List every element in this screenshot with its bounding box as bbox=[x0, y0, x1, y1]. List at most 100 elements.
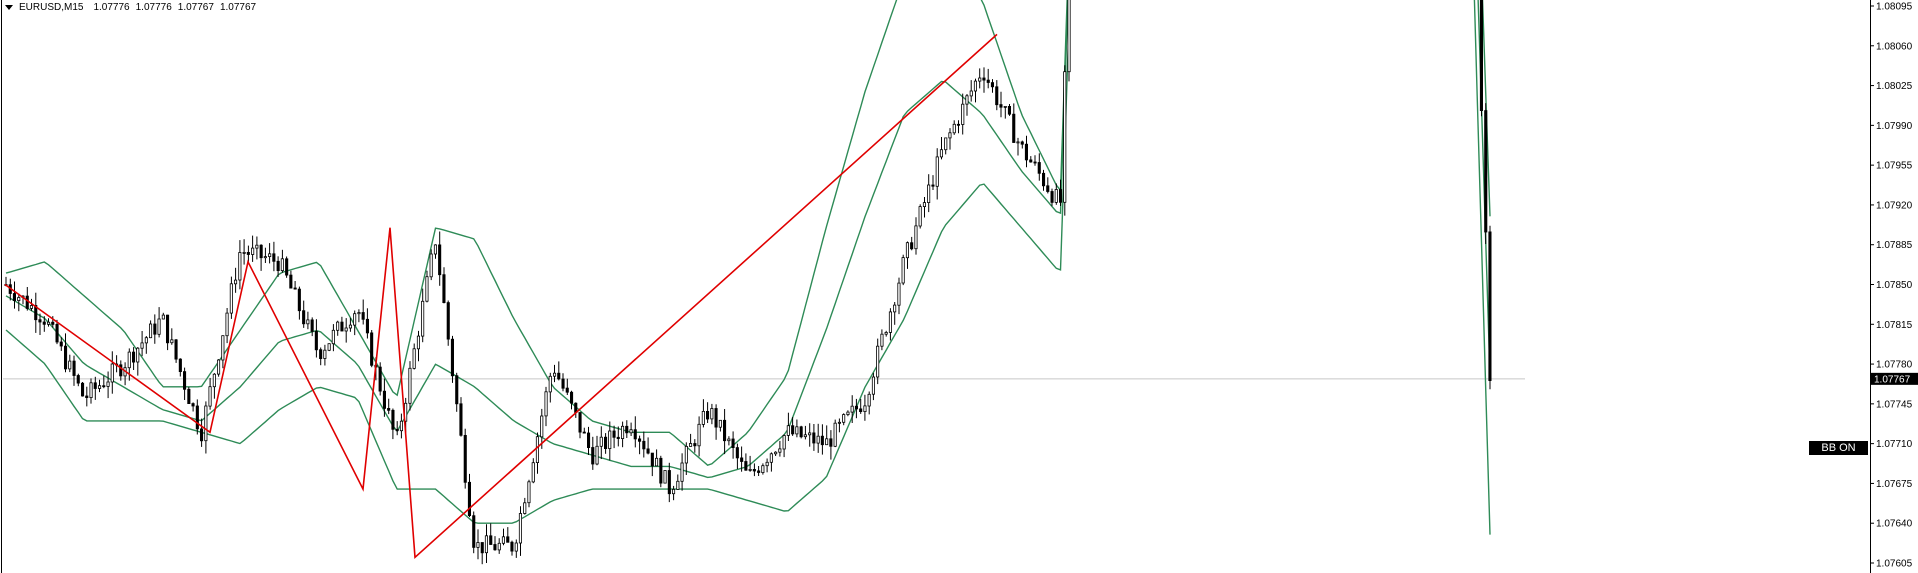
candle-body-bull bbox=[965, 95, 969, 105]
candle-body-bull bbox=[110, 363, 114, 383]
candle bbox=[268, 243, 272, 264]
candle bbox=[718, 419, 722, 432]
y-tick-label: 1.07885 bbox=[1876, 240, 1913, 251]
candle-body-bull bbox=[680, 462, 684, 482]
bb-middle-band bbox=[5, 0, 1491, 479]
candle bbox=[229, 276, 233, 319]
candle-body-bull bbox=[157, 318, 161, 335]
candle-body-bear bbox=[25, 295, 29, 309]
candle-body-bear bbox=[1024, 143, 1029, 161]
candle bbox=[182, 367, 187, 400]
candle bbox=[310, 317, 314, 337]
candle bbox=[1042, 169, 1046, 191]
candle bbox=[365, 308, 369, 339]
candle bbox=[140, 331, 144, 357]
candle-body-bear bbox=[570, 391, 574, 404]
candle bbox=[357, 309, 361, 323]
candle bbox=[531, 458, 535, 484]
candle bbox=[803, 425, 807, 440]
candle bbox=[459, 397, 463, 437]
candle-body-bull bbox=[599, 436, 603, 447]
candle-body-bull bbox=[89, 382, 93, 398]
candle-body-bear bbox=[182, 371, 187, 390]
candle bbox=[476, 529, 480, 560]
candle-body-bear bbox=[191, 403, 195, 407]
bb-toggle-button[interactable]: BB ON bbox=[1809, 441, 1868, 455]
candle bbox=[187, 387, 191, 404]
candle-body-bear bbox=[480, 542, 484, 554]
candle-body-bull bbox=[846, 411, 850, 416]
candle-body-bull bbox=[969, 90, 973, 97]
candle bbox=[55, 319, 59, 345]
candle-body-bear bbox=[744, 461, 748, 471]
candle bbox=[276, 256, 280, 277]
candle-body-bear bbox=[382, 390, 386, 409]
candle-body-bear bbox=[93, 382, 97, 389]
candle-body-bear bbox=[612, 430, 616, 438]
candle-body-bull bbox=[672, 488, 676, 495]
candle-body-bear bbox=[34, 305, 38, 321]
candle-body-bull bbox=[701, 410, 705, 425]
candle-body-bull bbox=[416, 335, 420, 350]
candle bbox=[799, 425, 803, 439]
candle-body-bear bbox=[982, 77, 986, 81]
candle bbox=[782, 434, 786, 458]
candle-body-bull bbox=[242, 251, 246, 254]
candle-body-bull bbox=[684, 445, 688, 464]
candle bbox=[667, 462, 671, 503]
candle bbox=[399, 413, 403, 439]
candle bbox=[195, 399, 199, 435]
candle bbox=[837, 418, 841, 433]
candle bbox=[982, 67, 986, 93]
candle bbox=[514, 539, 518, 558]
candle bbox=[642, 431, 646, 458]
candle-body-bear bbox=[81, 382, 85, 397]
candle bbox=[744, 453, 748, 471]
candle bbox=[599, 426, 603, 459]
candle-body-bear bbox=[616, 436, 620, 439]
candle bbox=[748, 455, 752, 472]
candle bbox=[931, 175, 935, 190]
candle-body-bear bbox=[455, 375, 459, 405]
candle bbox=[29, 298, 33, 311]
candle bbox=[259, 244, 263, 271]
candle bbox=[808, 423, 812, 447]
candle bbox=[178, 358, 182, 377]
candle-body-bull bbox=[255, 244, 259, 249]
candle bbox=[616, 426, 620, 447]
candle-body-bull bbox=[697, 423, 701, 447]
candle-body-bear bbox=[378, 366, 382, 392]
zigzag-line bbox=[4, 33, 998, 559]
candle bbox=[727, 436, 731, 446]
candle-body-bull bbox=[944, 137, 948, 151]
collapse-arrow-icon[interactable] bbox=[5, 4, 13, 10]
candle bbox=[238, 240, 242, 290]
candle bbox=[876, 338, 880, 385]
candle bbox=[595, 435, 599, 466]
candle-body-bull bbox=[978, 77, 982, 82]
candle-body-bear bbox=[467, 481, 471, 516]
candle bbox=[701, 399, 705, 428]
candle bbox=[527, 479, 531, 508]
candle-body-bear bbox=[999, 104, 1003, 108]
candle bbox=[463, 428, 467, 489]
candle-body-bear bbox=[340, 321, 344, 332]
candle bbox=[144, 336, 148, 354]
candle bbox=[922, 197, 926, 218]
candle bbox=[12, 281, 17, 309]
candle bbox=[927, 174, 931, 213]
candle bbox=[25, 287, 29, 311]
candle bbox=[131, 347, 136, 370]
candle bbox=[1016, 137, 1020, 156]
candle bbox=[161, 312, 165, 320]
candle bbox=[655, 449, 659, 467]
candle bbox=[340, 316, 344, 332]
chart-header: EURUSD,M15 1.07776 1.07776 1.07767 1.077… bbox=[5, 0, 258, 14]
candle bbox=[774, 451, 778, 456]
bb-upper-band bbox=[5, 0, 1491, 466]
candle bbox=[769, 452, 773, 472]
candle-body-bull bbox=[867, 393, 871, 407]
y-tick-label: 1.07920 bbox=[1876, 200, 1913, 211]
candle-body-bear bbox=[1029, 159, 1033, 163]
